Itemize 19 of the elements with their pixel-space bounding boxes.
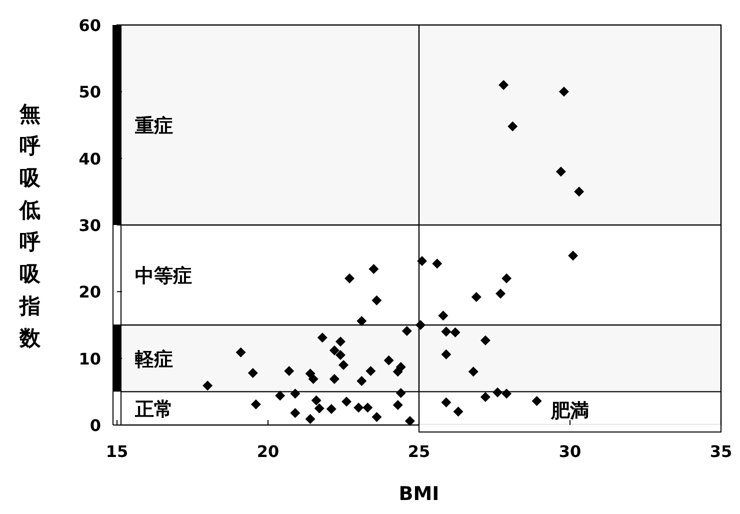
band-label: 重症: [134, 115, 173, 137]
x-tick-label: 35: [710, 442, 732, 461]
x-tick-label: 25: [408, 442, 430, 461]
band-label: 中等症: [135, 265, 192, 287]
x-axis-title: BMI: [398, 483, 440, 505]
band-label: 軽症: [134, 348, 173, 370]
y-tick-label: 30: [78, 216, 101, 235]
band-label: 肥満: [550, 400, 589, 422]
band-label: 正常: [134, 398, 173, 420]
y-axis-title: 無呼吸低呼吸指数: [18, 102, 42, 350]
x-tick-label: 20: [256, 442, 280, 461]
y-tick-label: 50: [78, 82, 101, 102]
y-tick-label: 0: [90, 416, 101, 435]
y-tick-label: 10: [78, 349, 101, 368]
x-tick-label: 30: [558, 442, 582, 461]
x-tick-label: 15: [106, 442, 128, 461]
y-tick-label: 40: [78, 149, 101, 168]
y-tick-label: 60: [78, 16, 101, 35]
y-tick-label: 20: [78, 282, 101, 302]
